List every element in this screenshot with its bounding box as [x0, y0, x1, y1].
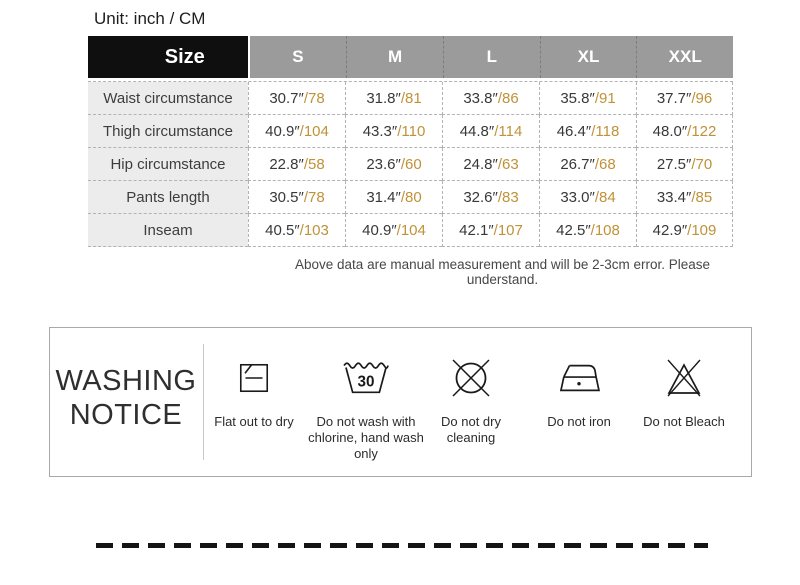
value-cell: 33.8″/86 [442, 82, 539, 115]
wash-item-no-bleach: Do not Bleach [614, 352, 754, 430]
size-header-s: S [249, 36, 347, 78]
size-corner-header: Size [88, 36, 248, 78]
table-row: Thigh circumstance 40.9″/104 43.3″/110 4… [88, 115, 733, 148]
washing-notice-title: WASHING NOTICE [50, 364, 202, 432]
size-header-xl: XL [539, 36, 637, 78]
wash-item-caption: Flat out to dry [214, 414, 294, 429]
size-header-xxl: XXL [636, 36, 734, 78]
value-cell: 32.6″/83 [442, 181, 539, 214]
value-cell: 40.9″/104 [248, 115, 345, 148]
value-cell: 31.8″/81 [345, 82, 442, 115]
value-cell: 27.5″/70 [636, 148, 733, 181]
vertical-divider [203, 344, 204, 460]
washing-title-line2: NOTICE [69, 399, 183, 431]
row-label: Thigh circumstance [88, 115, 248, 148]
value-cell: 42.5″/108 [539, 214, 636, 247]
table-row: Pants length 30.5″/78 31.4″/80 32.6″/83 … [88, 181, 733, 214]
flat-dry-icon [237, 361, 271, 395]
washing-title-line1: WASHING [55, 365, 197, 397]
value-cell: 37.7″/96 [636, 82, 733, 115]
wash-item-caption: Do not Bleach [643, 414, 725, 429]
svg-text:30: 30 [358, 374, 375, 391]
hand-wash-30-icon: 30 [341, 357, 391, 399]
measurement-disclaimer: Above data are manual measurement and wi… [295, 257, 710, 287]
value-cell: 42.1″/107 [442, 214, 539, 247]
value-cell: 43.3″/110 [345, 115, 442, 148]
wash-item-caption: Do not wash with chlorine, hand wash onl… [308, 414, 424, 461]
value-cell: 31.4″/80 [345, 181, 442, 214]
wash-item-no-iron: Do not iron [509, 352, 649, 430]
wash-item-hand-wash-30: 30 Do not wash with chlorine, hand wash … [296, 352, 436, 462]
value-cell: 40.5″/103 [248, 214, 345, 247]
wash-item-no-dry-clean: Do not dry cleaning [401, 352, 541, 446]
wash-item-flat-dry: Flat out to dry [184, 352, 324, 430]
row-label: Inseam [88, 214, 248, 247]
table-row: Waist circumstance 30.7″/78 31.8″/81 33.… [88, 82, 733, 115]
value-cell: 24.8″/63 [442, 148, 539, 181]
row-label: Pants length [88, 181, 248, 214]
value-cell: 30.5″/78 [248, 181, 345, 214]
value-cell: 35.8″/91 [539, 82, 636, 115]
no-bleach-icon [661, 357, 707, 399]
table-row: Inseam 40.5″/103 40.9″/104 42.1″/107 42.… [88, 214, 733, 247]
size-table-header: Size S M L XL XXL [88, 36, 734, 78]
row-label: Waist circumstance [88, 82, 248, 115]
value-cell: 30.7″/78 [248, 82, 345, 115]
value-cell: 48.0″/122 [636, 115, 733, 148]
no-iron-icon [556, 359, 602, 397]
value-cell: 26.7″/68 [539, 148, 636, 181]
size-table: Size S M L XL XXL Waist circumstance 30.… [88, 36, 734, 247]
value-cell: 44.8″/114 [442, 115, 539, 148]
size-header-l: L [442, 36, 540, 78]
size-table-body: Waist circumstance 30.7″/78 31.8″/81 33.… [88, 81, 733, 247]
unit-label: Unit: inch / CM [94, 9, 206, 28]
value-cell: 33.0″/84 [539, 181, 636, 214]
size-header-m: M [346, 36, 443, 78]
wash-item-caption: Do not iron [547, 414, 611, 429]
value-cell: 46.4″/118 [539, 115, 636, 148]
value-cell: 33.4″/85 [636, 181, 733, 214]
washing-notice-box: WASHING NOTICE Flat out to dry 30 [49, 327, 752, 477]
table-row: Hip circumstance 22.8″/58 23.6″/60 24.8″… [88, 148, 733, 181]
no-dry-clean-icon [448, 355, 494, 401]
row-label: Hip circumstance [88, 148, 248, 181]
value-cell: 40.9″/104 [345, 214, 442, 247]
value-cell: 23.6″/60 [345, 148, 442, 181]
value-cell: 42.9″/109 [636, 214, 733, 247]
bottom-dashed-divider [96, 543, 708, 548]
value-cell: 22.8″/58 [248, 148, 345, 181]
wash-item-caption: Do not dry cleaning [441, 414, 501, 445]
